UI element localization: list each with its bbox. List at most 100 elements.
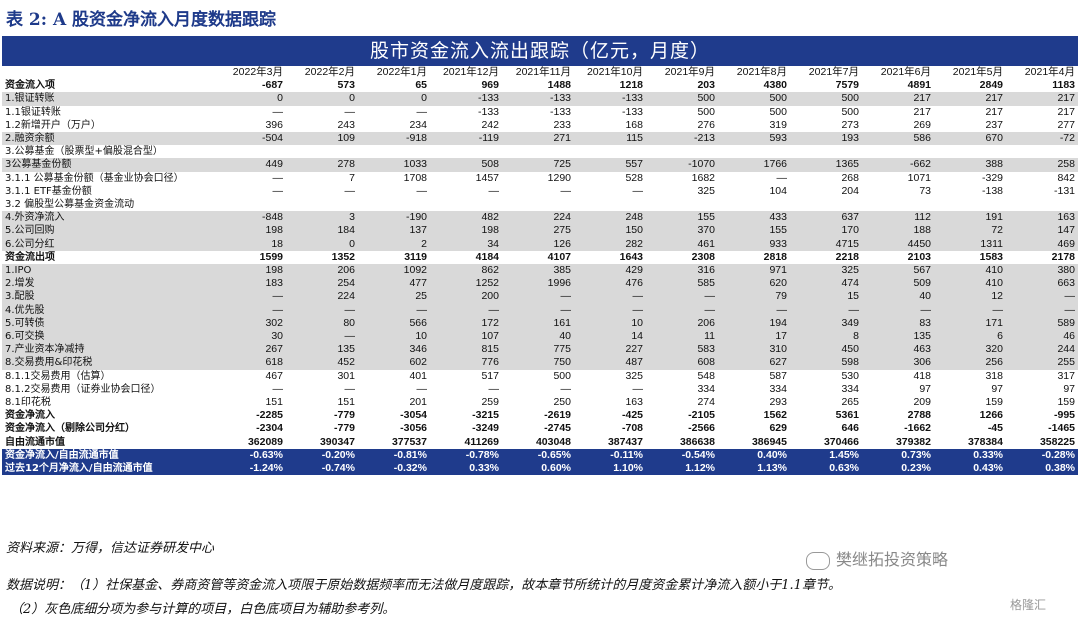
table-cell: 243: [286, 118, 358, 133]
table-row: 2.融资余额 -504 109 -918 -119 271 115 -213 593 193 586…: [2, 132, 1078, 146]
table-cell: 500: [646, 105, 718, 119]
table-cell: 276: [646, 118, 718, 133]
table-cell: 135: [286, 343, 358, 357]
table-cell: 500: [718, 105, 790, 119]
table-cell: 4107: [502, 250, 574, 265]
table-cell: 4450: [862, 237, 934, 251]
table-cell: 188: [862, 224, 934, 238]
table-cell: 217: [934, 92, 1006, 106]
table-cell: —: [358, 184, 430, 199]
table-row: 1.2新增开户（万户） 396 243 234 242 233 168 276 319 273 26…: [2, 118, 1078, 133]
table-cell: 7: [286, 171, 358, 185]
column-header: 2021年10月: [574, 66, 646, 80]
header-row: 2022年3月 2022年2月 2022年1月 2021年12月 2021年11月 202…: [2, 66, 1078, 80]
table-cell: 0: [286, 237, 358, 251]
table-cell: [646, 145, 718, 159]
table-cell: 450: [790, 343, 862, 357]
row-label: 3.1.1 ETF基金份额: [2, 184, 214, 199]
row-label: 4.优先股: [2, 303, 214, 317]
table-cell: 172: [430, 316, 502, 331]
row-label: 2.融资余额: [2, 132, 214, 146]
row-label: 4.外资净流入: [2, 211, 214, 225]
table-cell: 358225: [1006, 435, 1078, 449]
table-row: 6.公司分红 18 0 2 34 126 282 461 933 4715 4450 1311 469: [2, 237, 1078, 251]
table-cell: 17: [718, 330, 790, 344]
table-cell: —: [790, 303, 862, 317]
table-cell: 500: [502, 369, 574, 383]
table-cell: 637: [790, 211, 862, 225]
table-cell: 1033: [358, 158, 430, 172]
table-cell: —: [214, 105, 286, 119]
table-cell: -133: [502, 105, 574, 119]
row-label: 资金净流入（剔除公司分红）: [2, 422, 214, 436]
table-cell: 725: [502, 158, 574, 172]
table-cell: 370: [646, 224, 718, 238]
table-cell: 265: [790, 396, 862, 410]
table-cell: —: [358, 303, 430, 317]
table-row: 2.增发 183 254 477 1252 1996 476 585 620 474 509 410 6…: [2, 277, 1078, 291]
table-cell: 2308: [646, 250, 718, 265]
table-cell: 5361: [790, 409, 862, 423]
table-cell: —: [358, 105, 430, 119]
table-cell: -2285: [214, 409, 286, 423]
table-cell: -138: [934, 184, 1006, 199]
table-cell: 386945: [718, 435, 790, 449]
table-cell: 161: [502, 316, 574, 331]
table-cell: 1457: [430, 171, 502, 185]
table-cell: 83: [862, 316, 934, 331]
table-cell: -0.74%: [286, 462, 358, 476]
row-label: 资金净流入/自由流通市值: [2, 448, 214, 463]
table-row: 8.1.2交易费用（证券业协会口径） — — — — — —334 334 334 97 97 97: [2, 382, 1078, 397]
table-cell: 237: [934, 118, 1006, 133]
table-cell: 217: [1006, 92, 1078, 106]
table-row: 3.1.1 ETF基金份额 — — — — — —325 104 204 73 -138 -131: [2, 184, 1078, 199]
table-cell: 3119: [358, 250, 430, 265]
table-cell: 500: [718, 92, 790, 106]
table-cell: 325: [574, 369, 646, 383]
table-cell: 620: [718, 277, 790, 291]
table-cell: 227: [574, 343, 646, 357]
table-cell: 273: [790, 118, 862, 133]
table-cell: -329: [934, 171, 1006, 185]
watermark: 樊继拓投资策略: [806, 546, 948, 570]
table-cell: 2: [358, 237, 430, 251]
table-cell: 467: [214, 369, 286, 383]
row-label: 3.1.1 公募基金份额（基金业协会口径）: [2, 171, 214, 185]
table-cell: 396: [214, 118, 286, 133]
table-cell: 278: [286, 158, 358, 172]
table-cell: 25: [358, 290, 430, 304]
table-cell: -3056: [358, 422, 430, 436]
wechat-icon: [806, 551, 830, 570]
data-note-1: 数据说明：（1）社保基金、券商资管等资金流入项限于原始数据频率而无法做月度跟踪，…: [6, 578, 841, 593]
table-cell: —: [574, 382, 646, 397]
table-cell: 1218: [574, 79, 646, 93]
table-cell: [790, 198, 862, 212]
column-header: 2021年9月: [646, 66, 718, 80]
table-cell: 476: [574, 277, 646, 291]
table-cell: 410: [934, 264, 1006, 278]
row-label: 3公募基金份额: [2, 158, 214, 172]
table-cell: 170: [790, 224, 862, 238]
table-cell: 137: [358, 224, 430, 238]
table-cell: -779: [286, 422, 358, 436]
data-note-2: （2）灰色底细分项为参与计算的项目，白色底项目为辅助参考列。: [10, 602, 396, 617]
table-cell: 0.23%: [862, 462, 934, 476]
table-cell: 646: [790, 422, 862, 436]
table-cell: 12: [934, 290, 1006, 304]
table-cell: -0.65%: [502, 448, 574, 463]
table-cell: -0.54%: [646, 448, 718, 463]
table-cell: 1766: [718, 158, 790, 172]
table-cell: 370466: [790, 435, 862, 449]
table-cell: 217: [934, 105, 1006, 119]
table-cell: 293: [718, 396, 790, 410]
table-cell: 112: [862, 211, 934, 225]
table-cell: 1092: [358, 264, 430, 278]
table-cell: -133: [430, 105, 502, 119]
table-cell: 282: [574, 237, 646, 251]
row-label: 自由流通市值: [2, 435, 214, 449]
table-cell: —: [502, 382, 574, 397]
row-label: 1.银证转账: [2, 92, 214, 106]
table-cell: 233: [502, 118, 574, 133]
table-cell: [718, 198, 790, 212]
table-cell: 224: [502, 211, 574, 225]
